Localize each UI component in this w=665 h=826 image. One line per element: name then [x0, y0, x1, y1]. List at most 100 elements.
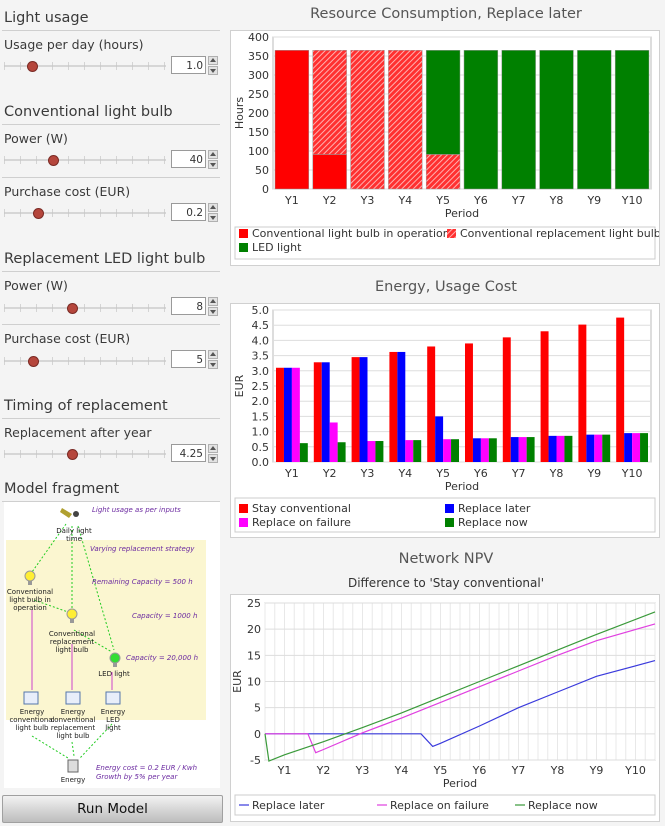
decrement-icon[interactable] [208, 213, 218, 222]
led-power-slider[interactable] [4, 302, 166, 314]
led-cost-value[interactable]: 5 [171, 350, 206, 368]
slider-knob[interactable] [67, 303, 79, 314]
bar [291, 367, 300, 462]
led-cost-slider[interactable] [4, 355, 166, 367]
slider-knob[interactable] [28, 356, 40, 367]
bar [367, 441, 376, 462]
y-tick-label: 0 [262, 183, 269, 196]
conv-cost-stepper[interactable]: 0.2 [171, 203, 218, 223]
model-diagram: Light usage as per inputs Daily light ti… [4, 502, 220, 788]
bar [337, 442, 346, 462]
legend-swatch [445, 518, 454, 527]
conv-cost-value[interactable]: 0.2 [171, 203, 206, 221]
led-power-value[interactable]: 8 [171, 297, 206, 315]
bar [389, 351, 398, 462]
x-tick-label: Y8 [549, 194, 564, 207]
conv-power-value[interactable]: 40 [171, 150, 206, 168]
usage-slider[interactable] [4, 60, 166, 72]
increment-icon[interactable] [208, 350, 218, 359]
decrement-icon[interactable] [208, 307, 218, 316]
divider [2, 30, 220, 31]
x-tick-label: Y3 [360, 194, 375, 207]
bar [502, 337, 511, 462]
led-cost-stepper[interactable]: 5 [171, 350, 218, 370]
series-line [265, 660, 656, 748]
x-tick-label: Y7 [511, 467, 526, 480]
section-title-led: Replacement LED light bulb [4, 251, 206, 267]
divider [2, 418, 220, 419]
x-tick-label: Y7 [511, 764, 526, 777]
run-model-button[interactable]: Run Model [2, 795, 223, 823]
increment-icon[interactable] [208, 150, 218, 159]
x-tick-label: Y8 [549, 467, 564, 480]
y-tick-label: 350 [248, 50, 269, 63]
led-power-stepper[interactable]: 8 [171, 297, 218, 317]
conv-power-slider[interactable] [4, 154, 166, 166]
x-tick-label: Y5 [433, 764, 448, 777]
decrement-icon[interactable] [208, 360, 218, 369]
y-axis-label: EUR [233, 374, 246, 397]
increment-icon[interactable] [208, 203, 218, 212]
increment-icon[interactable] [208, 297, 218, 306]
npv-chart-panel: -5 0 5 10 15 20 25 EUR Y1 Y2 Y3 Y4 Y5 Y6 Y7 Y8 Y9 Y10 Peri… [230, 594, 660, 822]
x-tick-label: Y10 [621, 194, 643, 207]
y-tick-label: 300 [248, 69, 269, 82]
increment-icon[interactable] [208, 56, 218, 65]
bar [312, 154, 347, 190]
divider [2, 124, 220, 125]
slider-knob[interactable] [47, 155, 59, 166]
led-node: LED light [98, 670, 130, 678]
divider [2, 271, 220, 272]
replace-value[interactable]: 4.25 [171, 444, 206, 462]
increment-icon[interactable] [208, 444, 218, 453]
decrement-icon[interactable] [208, 160, 218, 169]
npv-chart: -5 0 5 10 15 20 25 EUR Y1 Y2 Y3 Y4 Y5 Y6 Y7 Y8 Y9 Y10 Peri… [231, 597, 656, 816]
x-tick-label: Y2 [322, 194, 337, 207]
x-axis-label: Period [445, 207, 479, 220]
decrement-icon[interactable] [208, 66, 218, 75]
x-tick-label: Y8 [550, 764, 565, 777]
x-tick-label: Y7 [511, 194, 526, 207]
x-axis-label: Period [443, 777, 477, 790]
daily-time-icon [60, 508, 79, 518]
divider [2, 501, 220, 502]
usage-value[interactable]: 1.0 [171, 56, 206, 74]
slider-knob[interactable] [67, 449, 79, 460]
legend-swatch [239, 504, 248, 513]
bar [488, 438, 497, 462]
capacity-20000-note: Capacity = 20,000 h [126, 654, 199, 662]
bar [397, 351, 406, 462]
bar [329, 422, 338, 462]
x-tick-label: Y5 [435, 194, 450, 207]
conv-cost-slider[interactable] [4, 207, 166, 219]
bar [413, 440, 422, 462]
energy-chart-icon [23, 691, 121, 705]
bar [472, 438, 481, 462]
energy-node: Energy [60, 776, 86, 784]
x-tick-label: Y4 [394, 764, 409, 777]
replace-slider[interactable] [4, 448, 166, 460]
y-tick-label: 2.5 [252, 380, 270, 393]
decrement-icon[interactable] [208, 454, 218, 463]
strategy-note: Varying replacement strategy [90, 545, 195, 553]
x-tick-label: Y2 [316, 764, 331, 777]
slider-knob[interactable] [26, 61, 38, 72]
bar [350, 50, 385, 190]
x-tick-label: Y6 [473, 467, 488, 480]
remaining-note: Remaining Capacity = 500 h [92, 578, 193, 586]
chart3-subtitle: Difference to 'Stay conventional' [347, 576, 545, 590]
bar [375, 441, 384, 462]
usage-stepper[interactable]: 1.0 [171, 56, 218, 76]
bar [312, 50, 347, 155]
replace-stepper[interactable]: 4.25 [171, 444, 218, 464]
legend-label: Conventional light bulb in operation [252, 227, 450, 240]
energy-repl-node: Energy conventional replacement light bu… [50, 708, 96, 740]
energy-conv-node: Energy conventional light bulb [9, 708, 55, 732]
bulb-icon [66, 608, 78, 623]
bar [540, 331, 549, 462]
bar [480, 438, 489, 462]
conv-power-stepper[interactable]: 40 [171, 150, 218, 170]
section-title-timing: Timing of replacement [4, 398, 168, 414]
slider-knob[interactable] [33, 208, 45, 219]
divider [2, 324, 220, 325]
